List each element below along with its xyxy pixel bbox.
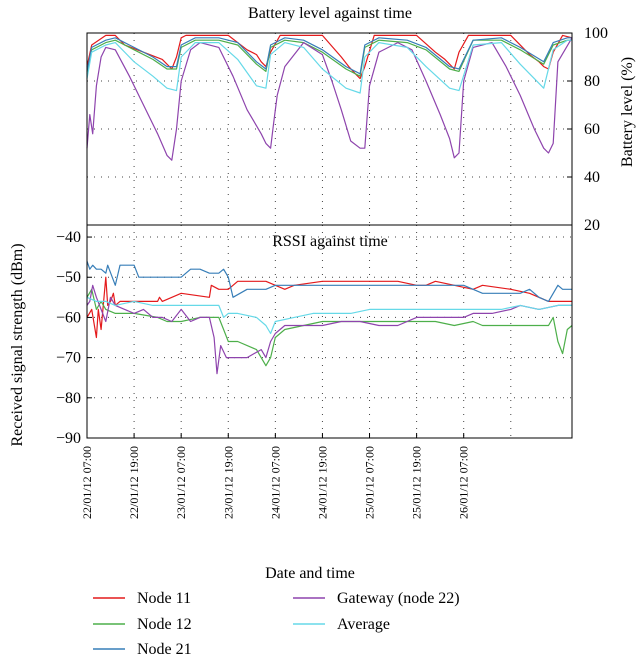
- battery-line-average: [86, 39, 572, 94]
- xtick-label: 23/01/12 19:00: [221, 446, 235, 519]
- battery-ytick-label: 20: [584, 217, 600, 234]
- legend: Node 11 Node 12 Node 21 Gateway (node 22) Av…: [93, 590, 460, 658]
- rssi-y-axis: −90 −80 −70 −60 −50 −40: [56, 229, 92, 447]
- battery-series: [86, 34, 573, 161]
- rssi-chart-title: RSSI against time: [272, 233, 388, 250]
- legend-label-average: Average: [337, 616, 390, 633]
- x-axis-label: Date and time: [265, 565, 355, 582]
- xtick-label: 25/01/12 07:00: [363, 446, 377, 519]
- battery-ytick-label: 80: [584, 73, 600, 90]
- legend-label-node-12: Node 12: [137, 616, 192, 633]
- battery-line-node-21: [86, 37, 572, 75]
- legend-label-gateway-node-22: Gateway (node 22): [337, 590, 460, 607]
- battery-chart: Battery level against time 20 40 60 80 100 B…: [86, 5, 636, 234]
- rssi-series: [86, 261, 573, 375]
- battery-y-axis-label: Battery level (%): [619, 57, 636, 167]
- rssi-ytick-label: −60: [56, 309, 81, 326]
- rssi-line-node-11: [86, 276, 572, 339]
- rssi-y-axis-label: Received signal strength (dBm): [9, 243, 26, 446]
- xtick-label: 26/01/12 07:00: [457, 446, 471, 519]
- rssi-line-average: [86, 296, 572, 335]
- battery-ytick-label: 40: [584, 169, 600, 186]
- rssi-line-node-21: [86, 261, 572, 302]
- rssi-ytick-label: −80: [56, 390, 81, 407]
- battery-chart-title: Battery level against time: [248, 5, 412, 22]
- battery-ytick-label: 60: [584, 121, 600, 138]
- xtick-label: 24/01/12 07:00: [268, 446, 282, 519]
- battery-y-axis: 20 40 60 80 100: [567, 25, 608, 234]
- battery-ytick-label: 100: [584, 25, 608, 42]
- legend-label-node-11: Node 11: [137, 590, 191, 607]
- xtick-label: 22/01/12 19:00: [127, 446, 141, 519]
- xtick-label: 22/01/12 07:00: [80, 446, 94, 519]
- rssi-line-gateway-node-22: [86, 284, 572, 375]
- battery-line-gateway-node-22: [86, 37, 573, 161]
- rssi-x-axis: 22/01/12 07:00 22/01/12 19:00 23/01/12 07:…: [80, 433, 471, 519]
- xtick-label: 25/01/12 19:00: [410, 446, 424, 519]
- rssi-ytick-label: −40: [56, 229, 81, 246]
- xtick-label: 24/01/12 19:00: [315, 446, 329, 519]
- battery-line-node-11: [86, 34, 573, 80]
- xtick-label: 23/01/12 07:00: [174, 446, 188, 519]
- rssi-plot-frame: [86, 224, 573, 439]
- rssi-ytick-label: −50: [56, 269, 81, 286]
- rssi-ytick-label: −90: [56, 430, 81, 447]
- rssi-chart: RSSI against time −90 −80 −70 −60 −50 −40 22/…: [9, 224, 573, 582]
- rssi-line-node-12: [86, 288, 573, 367]
- rssi-ytick-label: −70: [56, 350, 81, 367]
- legend-label-node-21: Node 21: [137, 641, 192, 658]
- rssi-gridlines: [87, 225, 572, 438]
